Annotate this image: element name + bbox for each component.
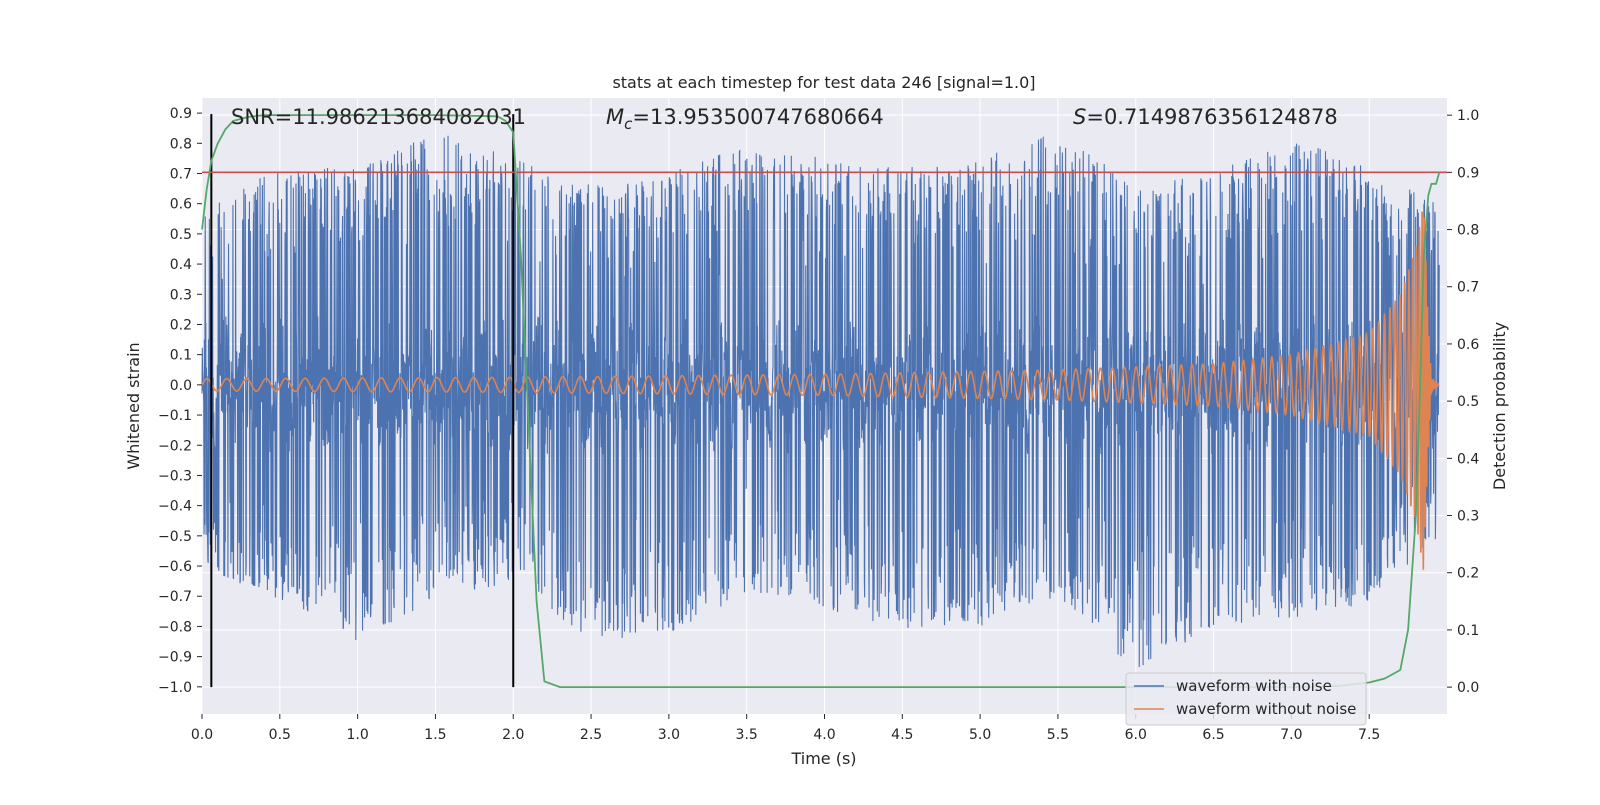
- x-tick-label: 2.5: [580, 727, 602, 743]
- y-left-tick-label: 0.6: [170, 197, 192, 213]
- y-left-tick-label: −0.6: [158, 559, 192, 575]
- x-tick-label: 7.5: [1358, 727, 1380, 743]
- legend-label-noise: waveform with noise: [1176, 677, 1332, 695]
- y-right-tick-label: 0.6: [1457, 337, 1479, 353]
- x-tick-label: 4.0: [813, 727, 835, 743]
- s-symbol: S: [1073, 105, 1086, 129]
- y-left-tick-label: 0.8: [170, 136, 192, 152]
- s-annotation: S=0.7149876356124878: [1073, 105, 1338, 129]
- clean-waveform-line: [201, 211, 1440, 570]
- x-tick-label: 4.5: [891, 727, 913, 743]
- y-right-tick-label: 0.4: [1457, 451, 1479, 467]
- y-left-tick-label: −0.3: [158, 468, 192, 484]
- y-left-tick-label: −1.0: [158, 680, 192, 696]
- y-left-tick-label: 0.3: [170, 287, 192, 303]
- y-right-tick-label: 0.3: [1457, 509, 1479, 525]
- y-left-tick-label: 0.9: [170, 106, 192, 122]
- detection-probability-layer: [201, 114, 1447, 689]
- y-right-tick-label: 0.7: [1457, 280, 1479, 296]
- y-left-tick-label: 0.1: [170, 348, 192, 364]
- y-left-tick-label: 0.5: [170, 227, 192, 243]
- x-tick-label: 6.0: [1125, 727, 1147, 743]
- x-tick-label: 2.0: [502, 727, 524, 743]
- x-tick-label: 7.0: [1280, 727, 1302, 743]
- x-tick-label: 3.0: [658, 727, 680, 743]
- s-value: =0.7149876356124878: [1086, 105, 1337, 129]
- y-axis-right-label: Detection probability: [1490, 322, 1509, 490]
- detection-probability-line: [201, 114, 1441, 689]
- x-tick-label: 0.5: [269, 727, 291, 743]
- chirp-mass-symbol: M: [606, 105, 624, 129]
- y-right-tick-label: 0.8: [1457, 223, 1479, 239]
- x-tick-label: 5.0: [969, 727, 991, 743]
- y-left-tick-label: 0.2: [170, 317, 192, 333]
- chirp-mass-value: =13.953500747680664: [632, 105, 883, 129]
- x-tick-label: 5.5: [1047, 727, 1069, 743]
- y-right-tick-label: 0.0: [1457, 680, 1479, 696]
- y-left-tick-label: −0.2: [158, 438, 192, 454]
- y-axis-left-label: Whitened strain: [124, 342, 143, 469]
- tick-layer: 0.0 0.5 1.0 1.5 2.0 2.5 3.0 3.5 4.0 4.5 5.0 5.5 6.0 6…: [158, 106, 1479, 743]
- legend-box: [1125, 672, 1367, 726]
- y-right-tick-label: 0.1: [1457, 623, 1479, 639]
- y-left-tick-label: −0.7: [158, 589, 192, 605]
- y-left-tick-label: −0.4: [158, 499, 192, 515]
- y-left-tick-label: −0.8: [158, 619, 192, 635]
- y-left-tick-label: 0.0: [170, 378, 192, 394]
- snr-annotation: SNR=11.986213684082031: [231, 105, 526, 129]
- vertical-markers-layer: [210, 114, 515, 688]
- y-left-tick-label: −0.5: [158, 529, 192, 545]
- y-right-tick-label: 0.5: [1457, 394, 1479, 410]
- y-left-tick-label: −0.9: [158, 650, 192, 666]
- y-right-tick-label: 0.2: [1457, 566, 1479, 582]
- x-axis-label: Time (s): [790, 749, 856, 768]
- x-tick-label: 1.5: [424, 727, 446, 743]
- clean-waveform-layer: [201, 211, 1440, 570]
- x-tick-label: 1.0: [346, 727, 368, 743]
- x-tick-label: 0.0: [191, 727, 213, 743]
- x-tick-label: 6.5: [1202, 727, 1224, 743]
- noise-waveform-line: [201, 135, 1440, 668]
- chirp-mass-annotation: Mc=13.953500747680664: [606, 105, 884, 133]
- y-right-tick-label: 1.0: [1457, 108, 1479, 124]
- legend-label-clean: waveform without noise: [1176, 700, 1356, 718]
- y-left-tick-label: 0.7: [170, 166, 192, 182]
- x-tick-label: 3.5: [736, 727, 758, 743]
- y-left-tick-label: −0.1: [158, 408, 192, 424]
- y-left-tick-label: 0.4: [170, 257, 192, 273]
- y-right-tick-label: 0.9: [1457, 165, 1479, 181]
- noise-waveform-layer: [201, 135, 1440, 668]
- legend: waveform with noise waveform without noi…: [1125, 672, 1367, 726]
- chirp-mass-subscript: c: [624, 115, 633, 133]
- chart-title: stats at each timestep for test data 246…: [612, 73, 1035, 92]
